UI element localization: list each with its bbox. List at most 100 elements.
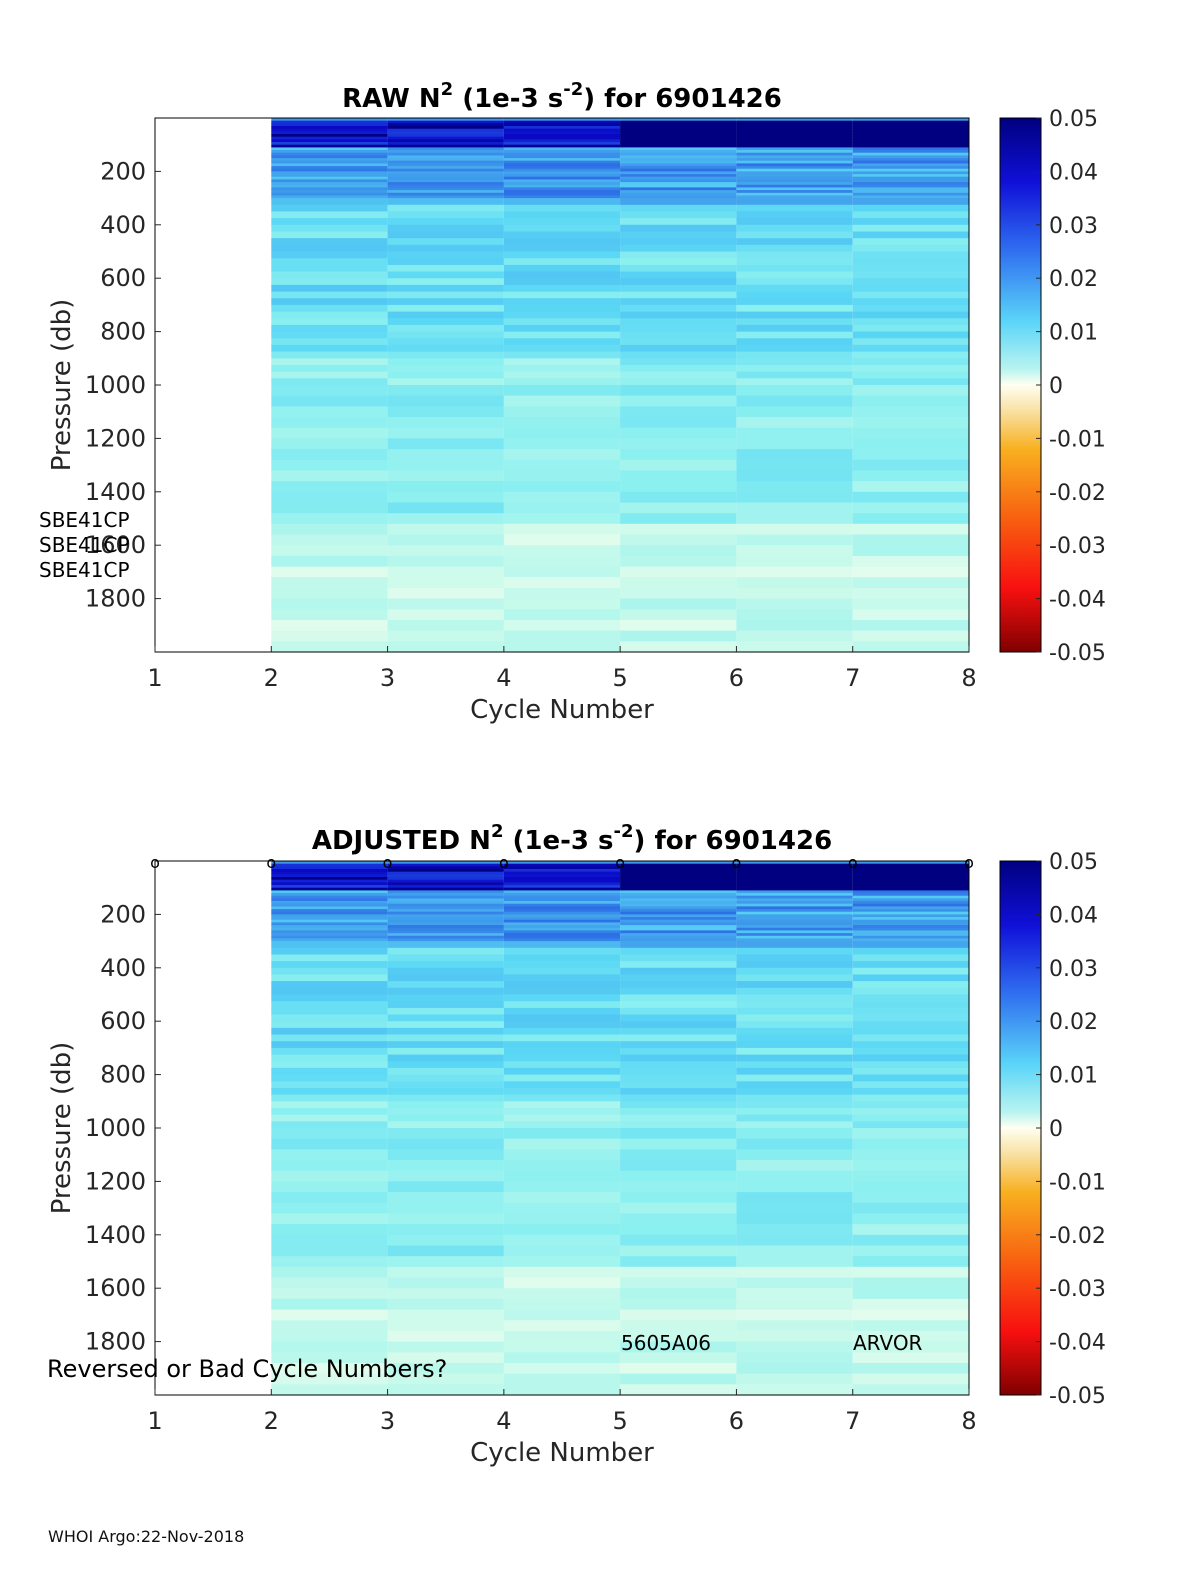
heatmap-cell-cycle-6: [736, 1363, 853, 1375]
heatmap-cell-cycle-2: [271, 513, 388, 525]
heatmap-cell-cycle-6: [736, 502, 853, 514]
heatmap-cell-cycle-4: [503, 481, 621, 493]
heatmap-cell-cycle-3: [387, 120, 504, 124]
heatmap-cell-cycle-2: [271, 911, 388, 915]
heatmap-cell-cycle-2: [271, 906, 388, 910]
colorbar-tick-label: -0.04: [1049, 1331, 1106, 1356]
heatmap-cell-cycle-2: [271, 922, 388, 926]
heatmap-cell-cycle-5: [620, 919, 737, 923]
heatmap-cell-cycle-6: [736, 1027, 853, 1036]
heatmap-cell-cycle-2: [271, 954, 388, 962]
heatmap-cell-cycle-3: [387, 1245, 504, 1257]
heatmap-cell-cycle-2: [271, 182, 388, 186]
heatmap-cell-cycle-4: [503, 877, 621, 881]
heatmap-cell-cycle-3: [387, 620, 504, 632]
heatmap-cell-cycle-5: [620, 877, 737, 881]
heatmap-cell-cycle-2: [271, 171, 388, 175]
heatmap-cell-cycle-3: [387, 311, 504, 319]
heatmap-cell-cycle-7: [852, 184, 969, 189]
heatmap-cell-cycle-7: [852, 1288, 969, 1300]
heatmap-cell-cycle-5: [620, 1007, 737, 1016]
heatmap-cell-cycle-5: [620, 449, 737, 461]
heatmap-cell-cycle-2: [271, 331, 388, 339]
heatmap-cell-cycle-4: [503, 1320, 621, 1332]
heatmap-cell-cycle-4: [503, 901, 621, 905]
heatmap-cell-cycle-6: [736, 192, 853, 197]
heatmap-cell-cycle-5: [620, 331, 737, 339]
heatmap-cell-cycle-6: [736, 1121, 853, 1129]
heatmap-cell-cycle-6: [736, 954, 853, 962]
heatmap-cell-cycle-6: [736, 987, 853, 996]
heatmap-cell-cycle-7: [852, 427, 969, 439]
heatmap-cell-cycle-2: [271, 641, 388, 653]
heatmap-cell-cycle-4: [503, 198, 621, 206]
heatmap-cell-cycle-7: [852, 987, 969, 996]
heatmap-cell-cycle-7: [852, 338, 969, 346]
heatmap-cell-cycle-5: [620, 304, 737, 313]
y-tick-label: 600: [100, 1007, 146, 1035]
heatmap-cell-cycle-7: [852, 284, 969, 293]
x-tick-label: 2: [264, 1407, 279, 1435]
heatmap-cell-cycle-4: [503, 922, 621, 926]
colorbar-tick-label: 0.02: [1049, 267, 1098, 292]
y-tick-label: 200: [100, 900, 146, 928]
heatmap-cell-cycle-2: [271, 987, 388, 996]
heatmap-cell-cycle-6: [736, 890, 853, 894]
heatmap-cell-cycle-2: [271, 967, 388, 976]
heatmap-cell-cycle-4: [503, 1034, 621, 1042]
heatmap-cell-cycle-2: [271, 244, 388, 253]
heatmap-cell-cycle-4: [503, 163, 621, 167]
heatmap-cell-cycle-5: [620, 291, 737, 299]
heatmap-cell-cycle-4: [503, 134, 621, 138]
heatmap-cell-cycle-5: [620, 895, 737, 899]
y-tick-label: 1200: [85, 1167, 146, 1195]
heatmap-cell-cycle-4: [503, 555, 621, 568]
heatmap-cell-cycle-5: [620, 491, 737, 504]
heatmap-cell-cycle-7: [852, 438, 969, 450]
heatmap-cell-cycle-2: [271, 1121, 388, 1129]
heatmap-cell-cycle-3: [387, 914, 504, 918]
heatmap-cell-cycle-2: [271, 974, 388, 982]
heatmap-cell-cycle-2: [271, 449, 388, 461]
heatmap-cell-cycle-4: [503, 1363, 621, 1375]
heatmap-cell-cycle-3: [387, 171, 504, 175]
heatmap-cell-cycle-6: [736, 385, 853, 397]
heatmap-cell-cycle-4: [503, 142, 621, 146]
heatmap-cell-cycle-6: [736, 128, 853, 132]
heatmap-cell-cycle-3: [387, 284, 504, 293]
heatmap-cell-cycle-3: [387, 1067, 504, 1076]
heatmap-cell-cycle-3: [387, 158, 504, 162]
heatmap-cell-cycle-4: [503, 523, 621, 536]
heatmap-cell-cycle-4: [503, 1234, 621, 1247]
heatmap-cell-cycle-5: [620, 1256, 737, 1268]
heatmap-cell-cycle-5: [620, 954, 737, 962]
heatmap-cell-cycle-2: [271, 481, 388, 493]
heatmap-cell-cycle-2: [271, 1277, 388, 1289]
heatmap-cell-cycle-7: [852, 869, 969, 873]
colorbar-tick-label: 0.05: [1049, 107, 1098, 132]
y-tick-label: 400: [100, 954, 146, 982]
heatmap-cell-cycle-5: [620, 142, 737, 146]
heatmap-cell-cycle-4: [503, 160, 621, 164]
heatmap-cell-cycle-4: [503, 1101, 621, 1109]
heatmap-cell-cycle-6: [736, 258, 853, 266]
heatmap-cell-cycle-7: [852, 238, 969, 246]
heatmap-cell-cycle-7: [852, 449, 969, 461]
heatmap-cell-cycle-7: [852, 1181, 969, 1193]
heatmap-cell-cycle-7: [852, 911, 969, 915]
heatmap-cell-cycle-4: [503, 502, 621, 514]
heatmap-cell-cycle-6: [736, 470, 853, 482]
heatmap-cell-cycle-5: [620, 1081, 737, 1089]
heatmap-cell-cycle-7: [852, 278, 969, 286]
heatmap-cell-cycle-3: [387, 136, 504, 140]
heatmap-cell-cycle-2: [271, 278, 388, 286]
heatmap-cell-cycle-3: [387, 1014, 504, 1022]
heatmap-cell-cycle-3: [387, 917, 504, 921]
heatmap-cell-cycle-3: [387, 224, 504, 233]
heatmap-cell-cycle-5: [620, 190, 737, 194]
raw-y-axis-label: Pressure (db): [47, 299, 77, 472]
heatmap-cell-cycle-2: [271, 898, 388, 902]
heatmap-cell-cycle-6: [736, 481, 853, 493]
heatmap-cell-cycle-2: [271, 1202, 388, 1215]
heatmap-cell-cycle-2: [271, 150, 388, 154]
